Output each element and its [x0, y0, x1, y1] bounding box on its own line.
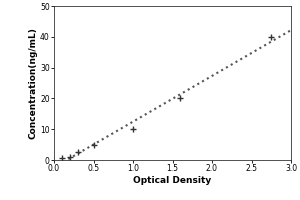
Y-axis label: Concentration(ng/mL): Concentration(ng/mL) — [28, 27, 37, 139]
X-axis label: Optical Density: Optical Density — [134, 176, 212, 185]
